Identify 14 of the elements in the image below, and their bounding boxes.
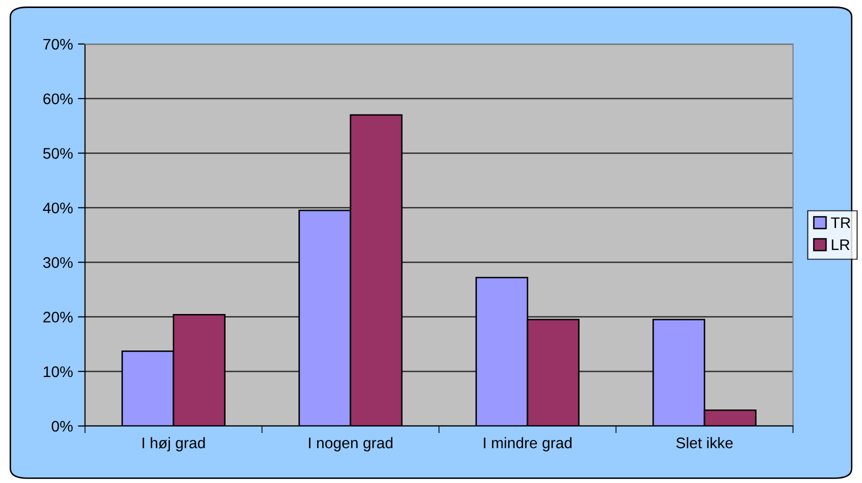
x-tick-label: I høj grad	[142, 437, 205, 452]
x-tick-label: Slet ikke	[676, 437, 733, 448]
y-tick-label: 70%	[43, 38, 73, 50]
y-tick-label: 0%	[52, 420, 73, 432]
y-tick-label: 20%	[43, 312, 73, 323]
x-tick-label: I mindre grad	[484, 437, 572, 452]
y-tick-label: 40%	[42, 202, 73, 214]
legend-label: TR	[830, 218, 850, 228]
legend-label: LR	[832, 239, 850, 250]
y-tick-label: 30%	[43, 257, 73, 268]
y-tick-label: 60%	[43, 93, 73, 104]
y-tick-label: 10%	[44, 366, 73, 378]
y-tick-label: 50%	[43, 148, 73, 159]
x-tick-label: I nogen grad	[309, 437, 392, 452]
